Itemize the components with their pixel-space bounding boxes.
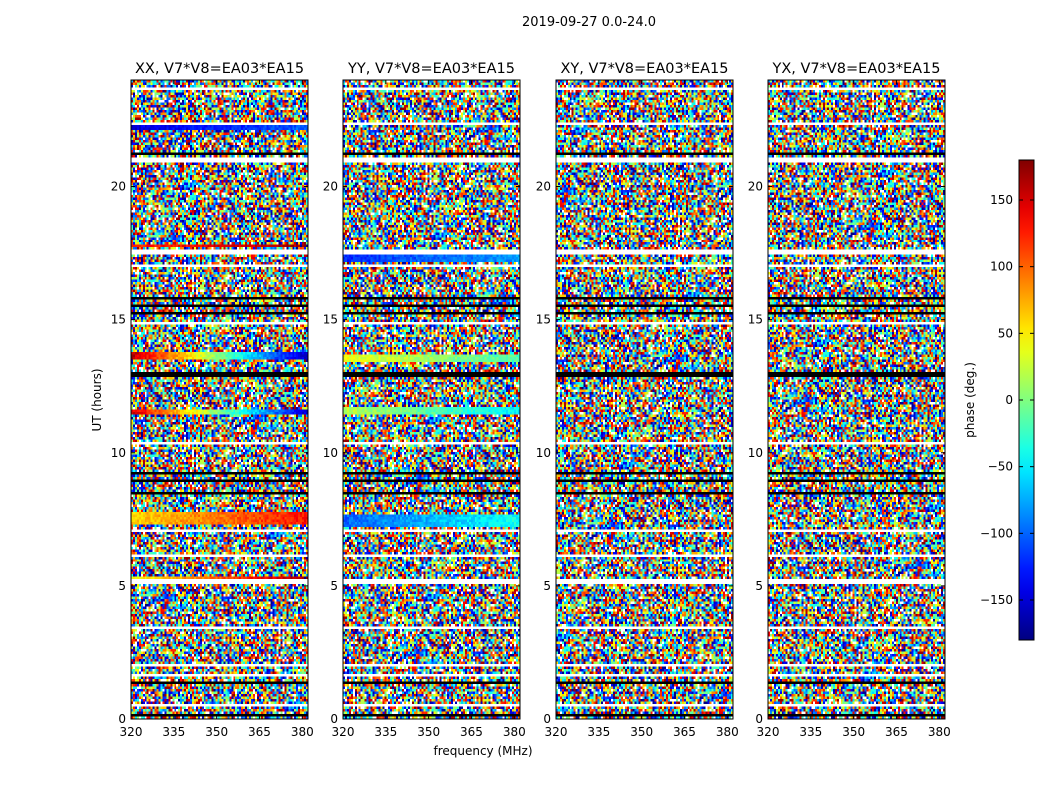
colorbar-tick-label: 150 [990, 193, 1013, 207]
colorbar-tick-label: −150 [980, 593, 1013, 607]
x-tick-label: 320 [332, 725, 355, 739]
colorbar-tick-label: 50 [998, 326, 1013, 340]
phase-heatmap [556, 80, 733, 719]
y-tick-label: 5 [118, 579, 126, 593]
y-tick-label: 5 [330, 579, 338, 593]
colorbar-tick-label: 0 [1005, 393, 1013, 407]
x-tick-label: 335 [799, 725, 822, 739]
phase-colorbar: −150 −100 −50 0 50 100 150 phase (deg.) [963, 159, 1035, 641]
y-tick-label: 10 [111, 446, 126, 460]
x-tick-label: 335 [162, 725, 185, 739]
panel-1: XX, V7*V8=EA03*EA15 320 335 350 365 380 0 5 10 15… [111, 61, 314, 739]
y-tick-label: 0 [543, 712, 551, 726]
colorbar-label: phase (deg.) [963, 362, 977, 438]
y-axis-label: UT (hours) [90, 368, 104, 431]
panel-4: YX, V7*V8=EA03*EA15 320 335 350 365 380 0 5 10 15… [748, 61, 951, 739]
y-tick-label: 15 [111, 313, 126, 327]
panel-title: XX, V7*V8=EA03*EA15 [135, 61, 304, 77]
panel-title: XY, V7*V8=EA03*EA15 [560, 61, 728, 77]
x-tick-label: 350 [417, 725, 440, 739]
y-tick-label: 0 [118, 712, 126, 726]
x-tick-label: 380 [291, 725, 314, 739]
x-tick-label: 335 [587, 725, 610, 739]
panel-title: YY, V7*V8=EA03*EA15 [347, 61, 515, 77]
panel-title: YX, V7*V8=EA03*EA15 [771, 61, 940, 77]
y-tick-label: 20 [748, 180, 763, 194]
y-tick-label: 20 [323, 180, 338, 194]
y-tick-label: 0 [755, 712, 763, 726]
axes-frame [130, 79, 309, 720]
x-tick-label: 365 [885, 725, 908, 739]
panel-2: YY, V7*V8=EA03*EA15 320 335 350 365 380 0 5 10 15… [323, 61, 526, 739]
panel-3: XY, V7*V8=EA03*EA15 320 335 350 365 380 0 5 10 15… [536, 61, 739, 739]
y-tick-label: 20 [536, 180, 551, 194]
x-axis-label: frequency (MHz) [433, 744, 532, 758]
phase-heatmap [343, 80, 520, 719]
axes-frame [767, 79, 946, 720]
x-tick-label: 365 [673, 725, 696, 739]
y-tick-label: 10 [748, 446, 763, 460]
y-tick-label: 5 [755, 579, 763, 593]
y-tick-label: 15 [748, 313, 763, 327]
x-tick-label: 365 [248, 725, 271, 739]
colorbar-tick-label: −100 [980, 526, 1013, 540]
y-tick-label: 15 [323, 313, 338, 327]
x-tick-label: 380 [503, 725, 526, 739]
y-tick-label: 10 [323, 446, 338, 460]
phase-heatmap [131, 80, 308, 719]
axes-frame [555, 79, 734, 720]
x-tick-label: 380 [716, 725, 739, 739]
x-tick-label: 320 [757, 725, 780, 739]
x-tick-label: 335 [374, 725, 397, 739]
y-tick-label: 20 [111, 180, 126, 194]
figure-suptitle: 2019-09-27 0.0-24.0 [522, 15, 656, 30]
y-tick-label: 5 [543, 579, 551, 593]
x-tick-label: 365 [460, 725, 483, 739]
x-tick-label: 380 [928, 725, 951, 739]
colorbar-tick-label: 100 [990, 260, 1013, 274]
colorbar-tick-label: −50 [988, 460, 1013, 474]
x-tick-label: 350 [842, 725, 865, 739]
y-tick-label: 0 [330, 712, 338, 726]
panels-group: XX, V7*V8=EA03*EA15 320 335 350 365 380 0 5 10 15… [90, 61, 951, 758]
y-tick-label: 10 [536, 446, 551, 460]
y-tick-label: 15 [536, 313, 551, 327]
x-tick-label: 320 [545, 725, 568, 739]
x-tick-label: 350 [630, 725, 653, 739]
x-tick-label: 350 [205, 725, 228, 739]
phase-heatmap [768, 80, 945, 719]
axes-frame [342, 79, 521, 720]
x-tick-label: 320 [120, 725, 143, 739]
